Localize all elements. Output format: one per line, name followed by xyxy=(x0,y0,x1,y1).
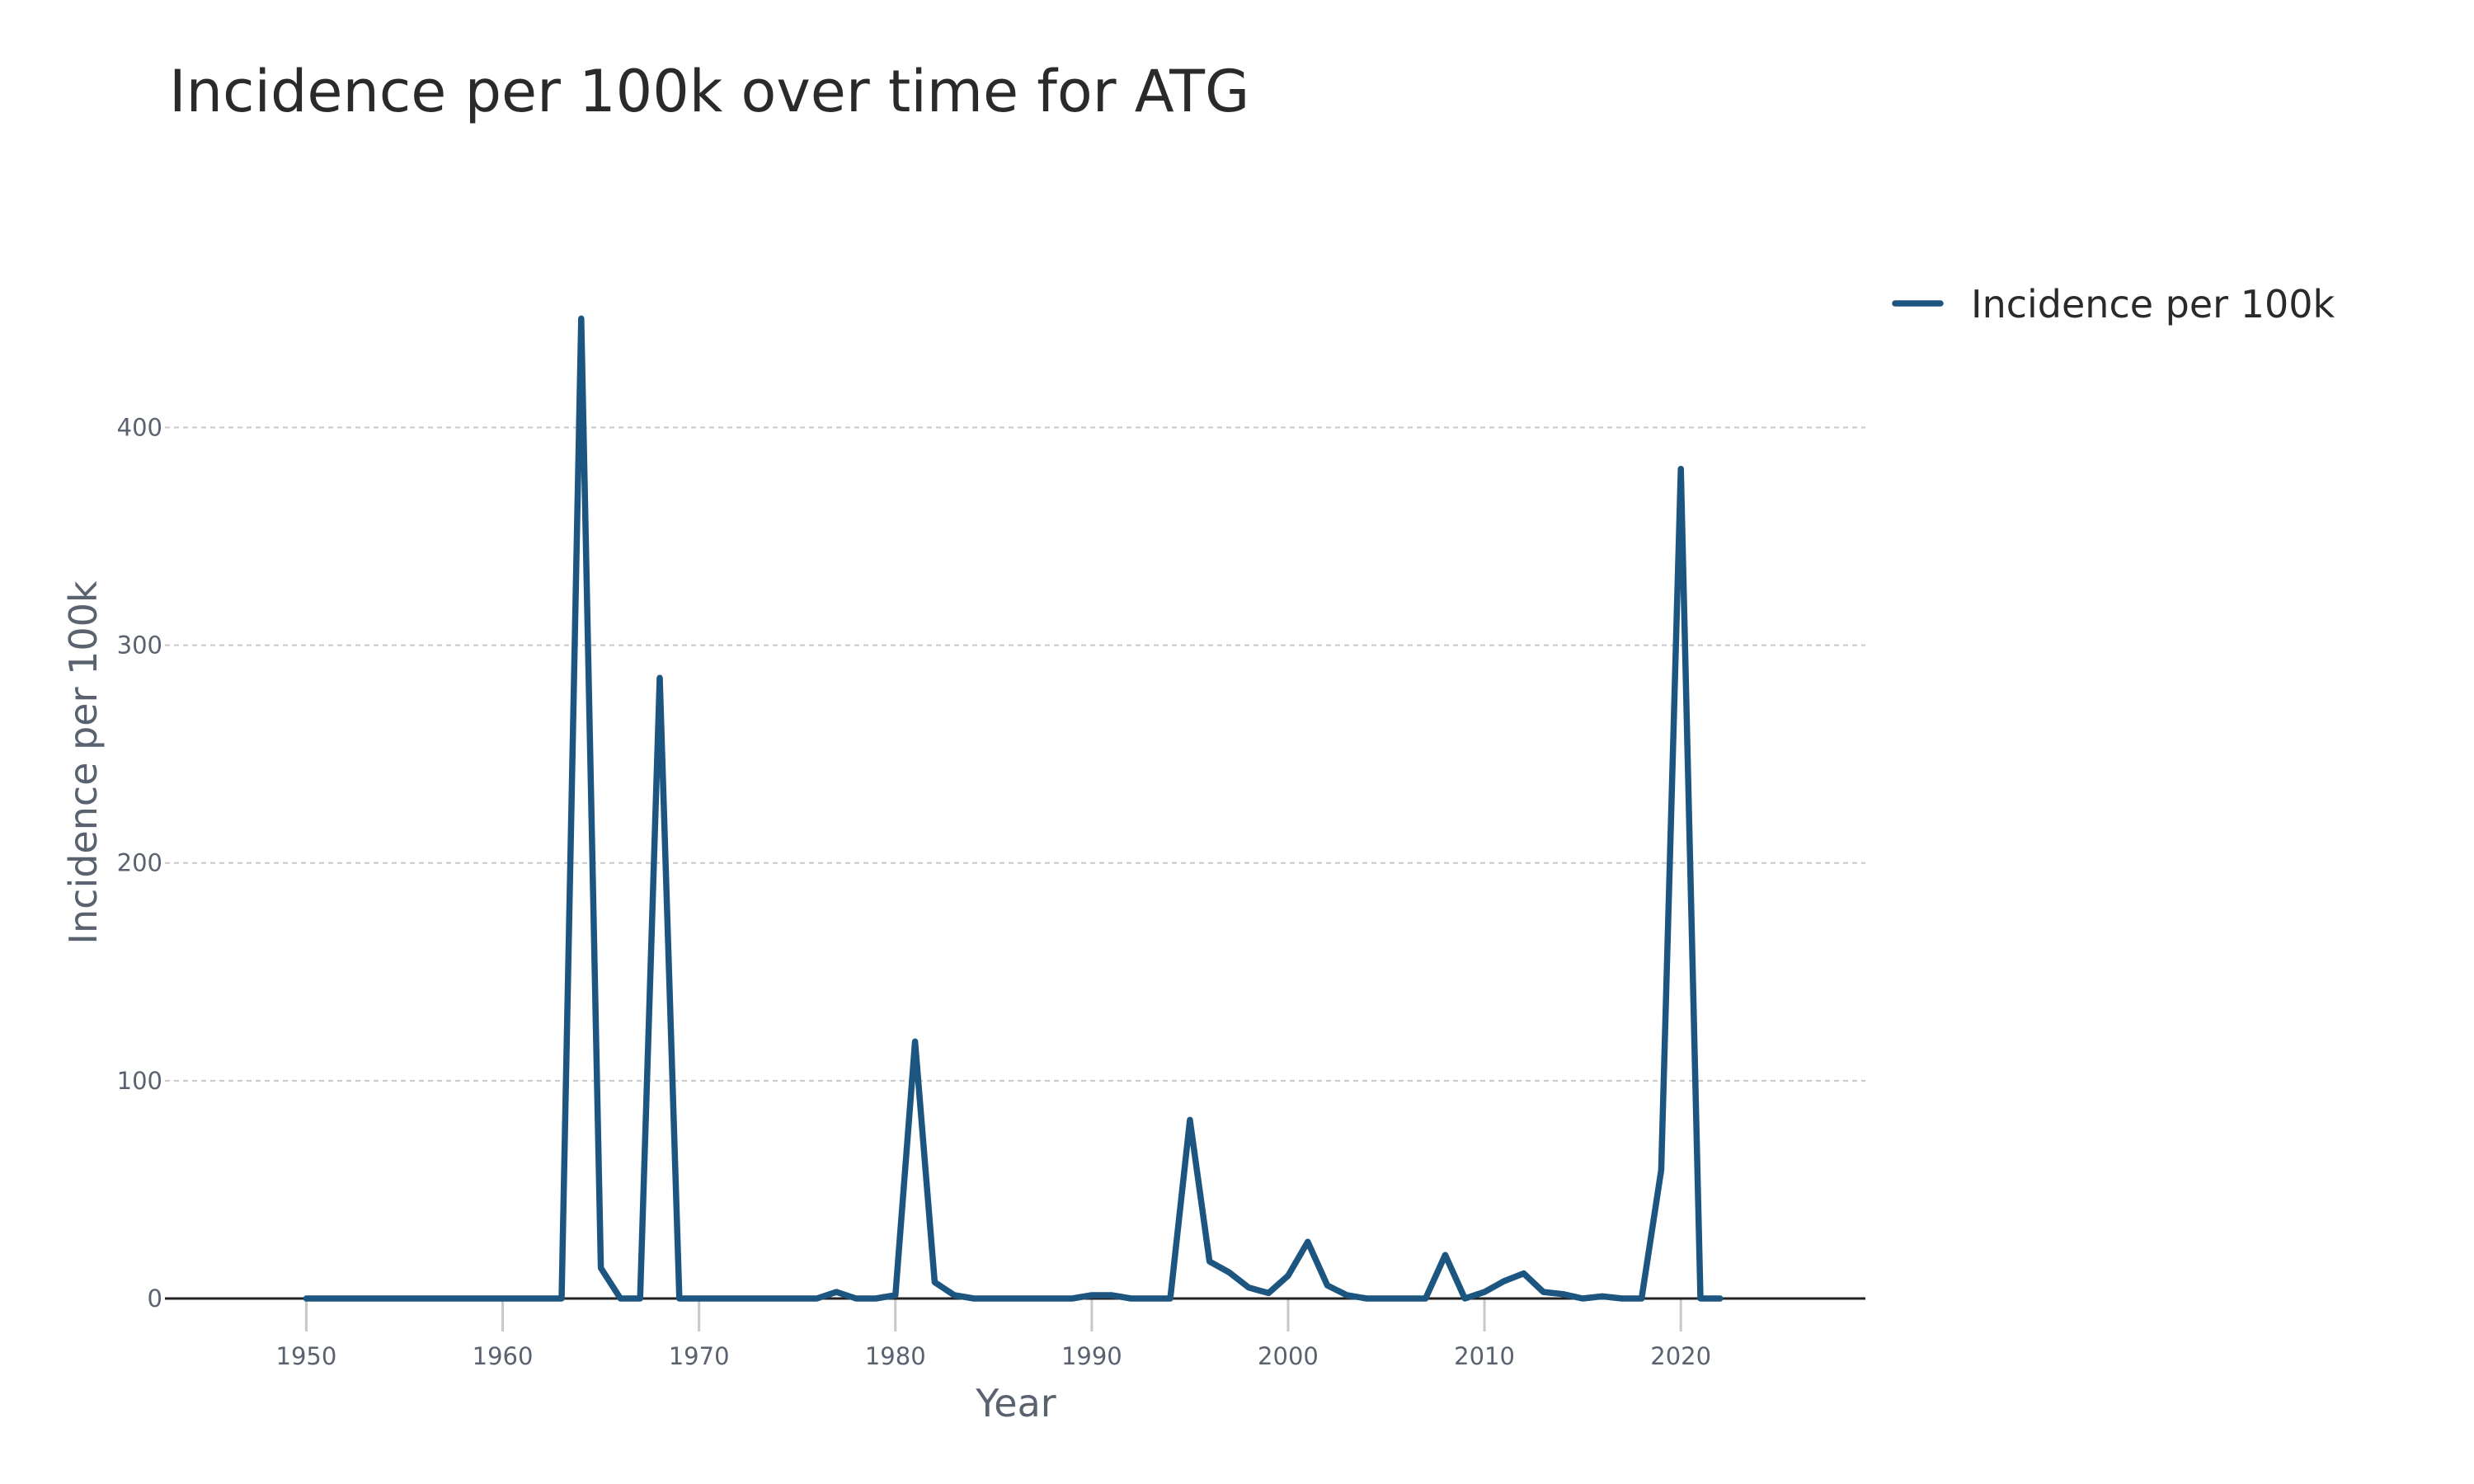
x-tick-label: 2000 xyxy=(1258,1342,1319,1370)
y-tick-label: 200 xyxy=(117,849,162,877)
legend-label: Incidence per 100k xyxy=(1971,282,2335,326)
y-gridlines xyxy=(165,426,1865,1082)
series-line-incidence xyxy=(303,315,1724,1302)
x-tick-label: 1950 xyxy=(276,1342,337,1370)
chart-title: Incidence per 100k over time for ATG xyxy=(169,58,1249,125)
legend: Incidence per 100k xyxy=(1892,282,2335,326)
y-tick-label: 400 xyxy=(117,413,162,441)
x-axis-title: Year xyxy=(975,1381,1056,1425)
y-tick-label: 100 xyxy=(117,1067,162,1095)
x-tick-label: 1970 xyxy=(669,1342,730,1370)
y-tick-label: 300 xyxy=(117,632,162,660)
x-tick-label: 1980 xyxy=(865,1342,926,1370)
x-tick-label: 1960 xyxy=(473,1342,534,1370)
x-tick-label: 2010 xyxy=(1454,1342,1515,1370)
y-axis-ticks: 0 100 200 300 400 xyxy=(117,413,162,1313)
y-tick-label: 0 xyxy=(148,1284,162,1313)
y-axis-title: Incidence per 100k xyxy=(61,580,106,944)
x-axis-ticks: 1950 1960 1970 1980 1990 2000 2010 2020 xyxy=(276,1298,1711,1370)
x-tick-label: 2020 xyxy=(1650,1342,1711,1370)
x-tick-label: 1990 xyxy=(1061,1342,1122,1370)
